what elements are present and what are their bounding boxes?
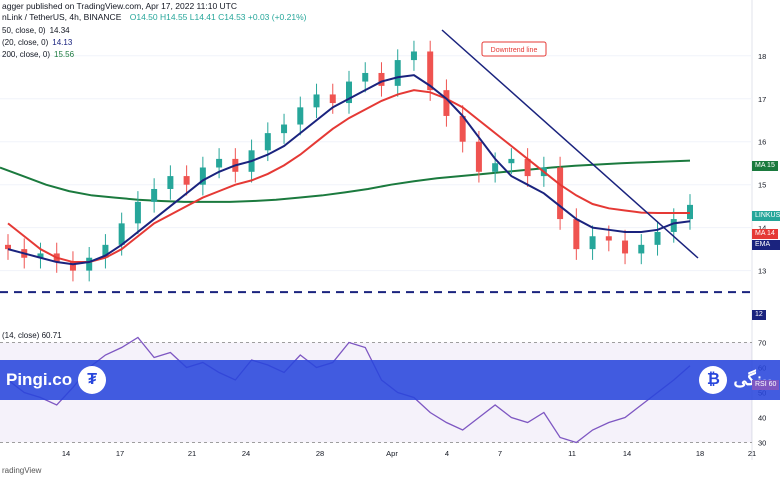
x-tick-7: 7 [498,449,502,458]
x-tick-8: 11 [568,449,576,458]
price-tick-4: 17 [758,95,766,104]
candle-body [492,163,499,172]
badge-ema20: EMA 14 [752,240,780,258]
badge-ma200: MA 15 [752,161,778,171]
indicator-ema20: (20, close, 0) 14.13 [2,38,72,47]
bitcoin-coin-icon: ₿ [699,366,728,394]
indicator-ma50-label: 50, close, 0) [2,26,46,35]
candle-body [216,158,223,168]
candle-body [86,257,93,271]
candle-body [638,244,645,254]
x-tick-9: 14 [623,449,631,458]
candle-body [118,223,125,245]
candle-body [183,176,190,185]
candle-body [687,204,693,220]
price-tick-2: 15 [758,181,766,190]
price-tick-5: 18 [758,52,766,61]
x-tick-0: 14 [62,449,70,458]
candle-body [410,51,417,61]
annotation-box [481,41,547,57]
x-tick-4: 28 [316,449,324,458]
ma50-line [7,89,690,264]
rsi-tick-4: 70 [758,339,766,348]
symbol-line: nLink / TetherUS, 4h, BINANCE O14.50 H14… [2,12,307,22]
candle-body [313,94,320,108]
x-tick-11: 21 [748,449,756,458]
brand-right: ₿ پینگی [693,365,772,395]
brand-left-text: Pingi.co [6,370,73,389]
x-tick-10: 18 [696,449,704,458]
ohlc-values: O14.50 H14.55 L14.41 C14.53 +0.03 (+0.21… [129,12,307,22]
candle-body [134,201,141,224]
candle-body [622,240,629,254]
indicator-ema20-value: 14.13 [52,38,73,47]
badge-ma50: MA 14 [752,229,778,239]
indicator-ma50: 50, close, 0) 14.34 [2,26,70,35]
candle-body [329,94,336,104]
candle-body [524,158,531,177]
candle-body [378,72,385,86]
brand-banner [0,360,780,400]
candle-body [605,236,612,241]
candle-body [346,81,352,104]
candle-body [670,219,677,232]
price-tick-0: 13 [758,267,766,276]
candle-body [102,244,109,258]
candle-body [37,253,44,258]
candle-body [427,51,434,91]
badge-price: LINKUSDT 14 [752,211,780,229]
candle-body [573,219,580,250]
candle-body [297,107,304,125]
indicator-ma200-value: 15.56 [54,50,75,59]
symbol-name: nLink / TetherUS, 4h, BINANCE [2,12,122,22]
annotation-label: Downtrend line [491,47,538,54]
price-tick-3: 16 [758,138,766,147]
candle-body [443,90,450,116]
indicator-ma200-label: 200, close, 0) [2,50,51,59]
candle-body [557,167,564,220]
candle-body [151,188,158,202]
candle-body [264,133,271,151]
indicator-ema20-label: (20, close, 0) [2,38,49,47]
published-line: agger published on TradingView.com, Apr … [2,1,238,11]
candle-body [199,167,206,185]
candle-body [167,176,174,189]
candle-body [362,72,369,82]
x-tick-3: 24 [242,449,250,458]
tether-coin-icon: ₮ [78,366,107,394]
candle-body [394,60,401,86]
candle-body [508,158,515,164]
tradingview-footer: radingView [2,466,42,475]
badge-rsi: RSI 60 [752,380,780,390]
ma200-line [0,159,691,203]
downtrend-line [441,29,699,259]
candle-body [459,115,466,142]
candle-body [589,236,596,250]
brand-left: Pingi.co ₮ [6,365,112,395]
price-tick-1: 14 [758,224,766,233]
x-tick-5: Apr [386,449,398,458]
ema20-line [7,74,691,266]
x-tick-2: 21 [188,449,196,458]
x-tick-6: 4 [445,449,449,458]
candle-body [5,244,11,250]
rsi-tick-1: 40 [758,414,766,423]
indicator-ma200: 200, close, 0) 15.56 [2,50,74,59]
candle-body [654,231,661,245]
indicator-ma50-value: 14.34 [49,26,70,35]
rsi-line [7,336,691,444]
rsi-tick-0: 30 [758,439,766,448]
candle-body [475,141,482,172]
candle-body [69,262,76,271]
x-tick-1: 17 [116,449,124,458]
candle-body [281,124,288,134]
badge-level: 12 [752,310,766,320]
rsi-label: (14, close) 60.71 [2,331,62,340]
